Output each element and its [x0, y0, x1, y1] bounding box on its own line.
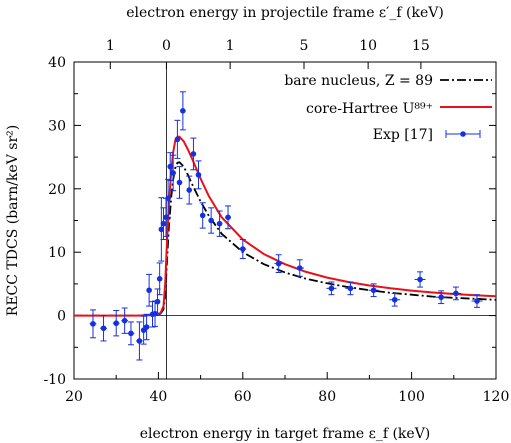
y-tick-label: 30 [48, 118, 66, 134]
data-point [128, 330, 134, 337]
data-point [474, 298, 480, 304]
data-point [275, 260, 282, 267]
data-point [296, 265, 303, 271]
data-point [240, 246, 246, 252]
data-point [391, 296, 398, 303]
data-point [154, 298, 161, 305]
legend: bare nucleus, Z = 89 core-Hartree U⁸⁹⁺ E… [284, 73, 492, 143]
data-point [146, 287, 152, 294]
y-axis-title: RECC TDCS (barn/keV sr²) [5, 125, 21, 316]
x-tick-label: 60 [234, 389, 252, 405]
data-point [199, 212, 206, 219]
x-tick-label: 40 [149, 389, 167, 405]
data-point [438, 294, 444, 301]
data-point [208, 217, 214, 224]
data-point [100, 325, 107, 332]
x-tick-label: 120 [483, 389, 510, 405]
x-tick-label: 20 [65, 389, 83, 405]
data-point [156, 276, 163, 282]
data-point [370, 287, 377, 294]
legend-label-exp: Exp [17] [373, 127, 433, 143]
data-point [158, 226, 165, 233]
data-point [417, 276, 423, 283]
x-tick-label: 80 [318, 389, 336, 405]
data-point [152, 310, 158, 317]
data-point [190, 151, 197, 157]
y-tick-label: 10 [48, 245, 66, 261]
data-point [113, 320, 119, 327]
data-point [90, 321, 96, 327]
top-tick-label: 5 [300, 38, 309, 54]
data-point [180, 108, 186, 114]
top-tick-label: 1 [106, 38, 115, 54]
top-tick-label: 1 [226, 38, 235, 54]
top-tick-label: 0 [162, 38, 171, 54]
legend-label-core-hartree: core-Hartree U⁸⁹⁺ [306, 101, 433, 117]
top-tick-label: 10 [359, 38, 377, 54]
y-tick-label: 20 [48, 182, 66, 198]
data-point [174, 136, 181, 143]
data-point [160, 220, 167, 227]
top-axis-title: electron energy in projectile frame ε′_f… [126, 5, 444, 21]
y-tick-label: 40 [48, 55, 66, 71]
data-point [225, 214, 231, 221]
data-point [136, 338, 143, 344]
data-point [165, 195, 171, 202]
data-point [453, 290, 459, 297]
data-point [347, 285, 354, 292]
data-point [167, 163, 174, 170]
data-point [176, 179, 183, 186]
data-point [195, 172, 202, 178]
data-point [216, 220, 223, 227]
bottom-axis-title: electron energy in target frame ε_f (keV… [140, 426, 431, 442]
data-point [121, 317, 128, 324]
top-tick-label: 15 [412, 38, 430, 54]
core-hartree-curve [74, 135, 497, 317]
legend-label-bare-nucleus: bare nucleus, Z = 89 [284, 73, 433, 89]
data-point [143, 324, 150, 330]
data-point [170, 170, 176, 176]
y-tick-label: 0 [57, 309, 66, 325]
y-tick-label: -10 [43, 372, 66, 388]
exp-data-points [89, 91, 483, 361]
x-tick-label: 100 [398, 389, 425, 405]
data-point [328, 285, 335, 292]
legend-marker-exp [460, 131, 466, 137]
data-point [186, 187, 193, 193]
